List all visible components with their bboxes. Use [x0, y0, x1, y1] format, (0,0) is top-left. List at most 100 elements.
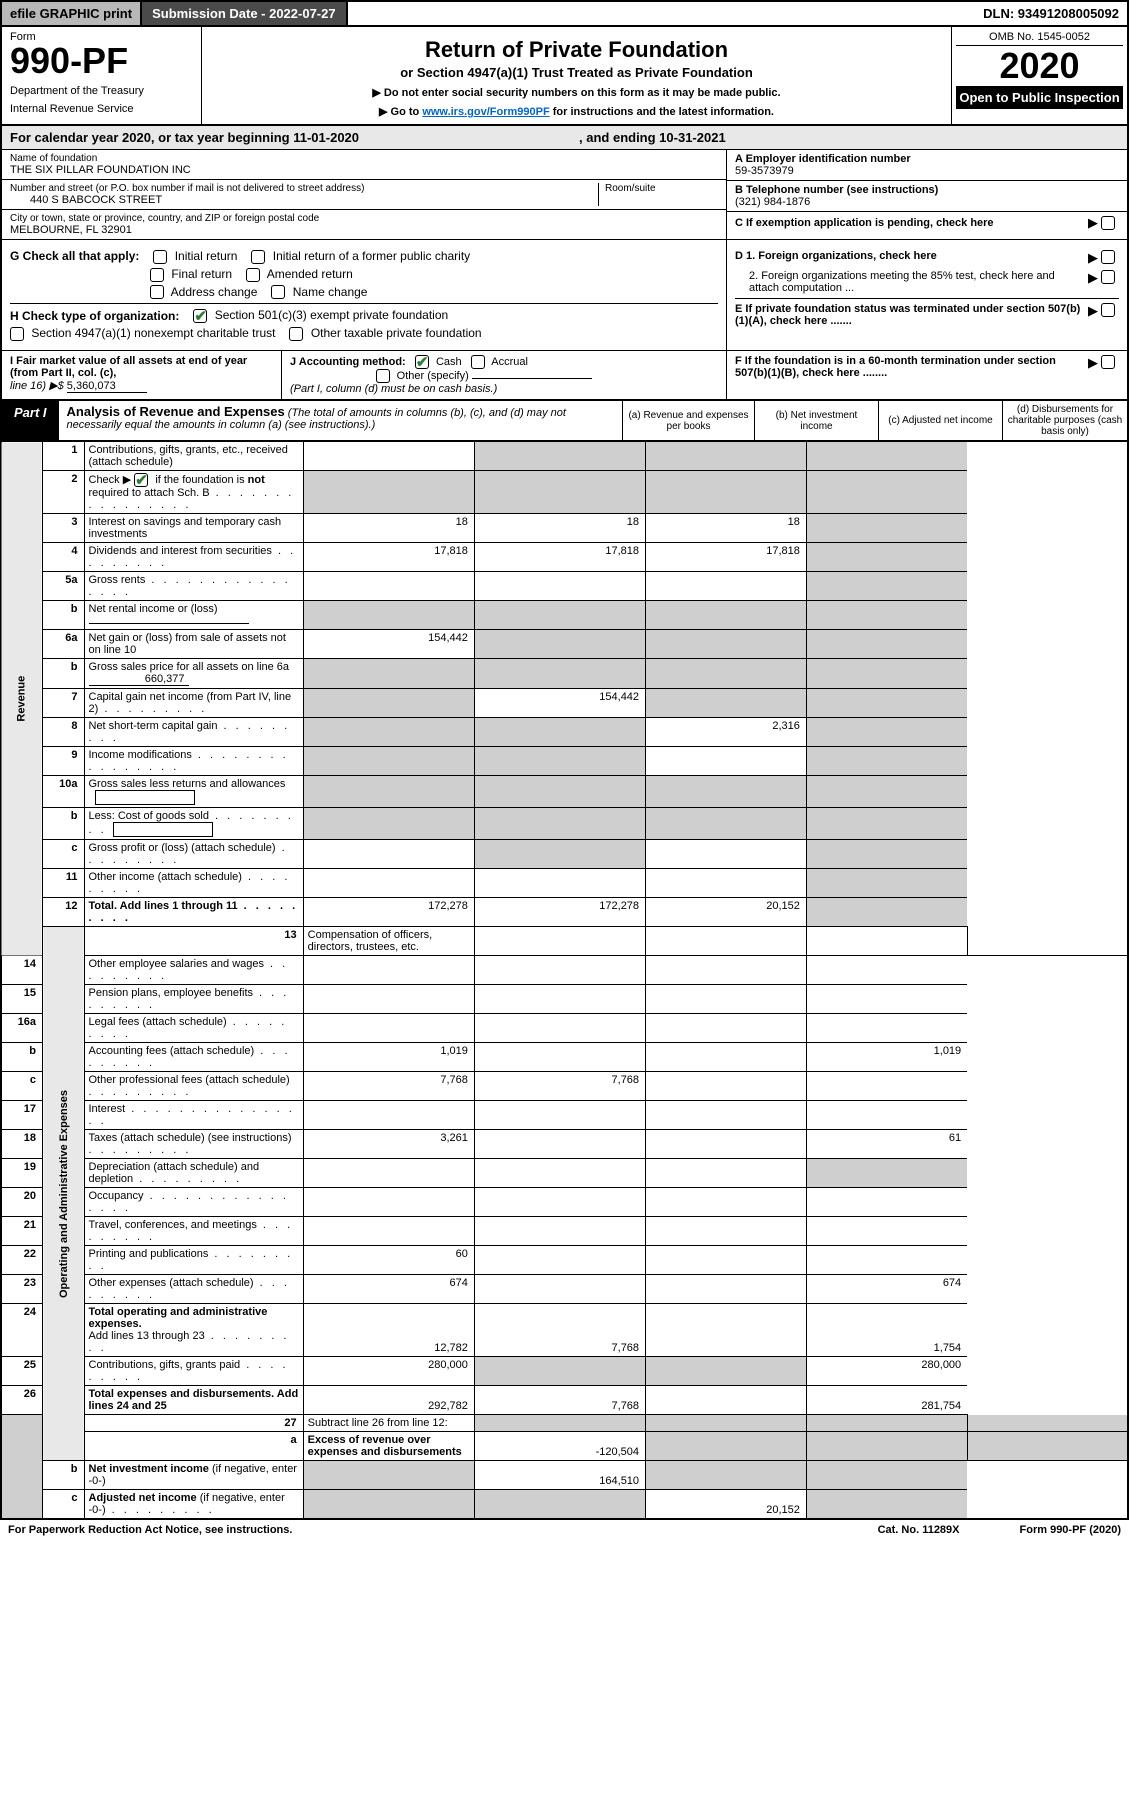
line-desc: Gross sales less returns and allowances [84, 776, 303, 808]
l5b-text: Net rental income or (loss) [89, 603, 218, 615]
line-num: b [43, 808, 85, 840]
val-d: 281,754 [806, 1386, 967, 1415]
l24b-text: Add lines 13 through 23 [89, 1330, 205, 1342]
line-8: 8 Net short-term capital gain 2,316 [1, 718, 1128, 747]
arrow-icon: ▶ [1088, 250, 1098, 266]
c-checkbox[interactable] [1101, 216, 1115, 230]
info-left: Name of foundation THE SIX PILLAR FOUNDA… [2, 150, 727, 239]
val-b [474, 1159, 645, 1188]
irs-link[interactable]: www.irs.gov/Form990PF [422, 106, 549, 118]
h-501c3-checkbox[interactable] [193, 309, 207, 323]
g-final-checkbox[interactable] [150, 268, 164, 282]
note-post: for instructions and the latest informat… [550, 106, 774, 118]
val-a [303, 869, 474, 898]
val-a: 154,442 [303, 630, 474, 659]
note-link-row: ▶ Go to www.irs.gov/Form990PF for instru… [212, 105, 941, 118]
j-accrual-checkbox[interactable] [471, 355, 485, 369]
val-d [806, 630, 967, 659]
expenses-side-label: Operating and Administrative Expenses [43, 927, 85, 1461]
val-d [806, 659, 967, 689]
val-a [303, 776, 474, 808]
l14-text: Other employee salaries and wages [89, 958, 264, 970]
f-label: F If the foundation is in a 60-month ter… [735, 355, 1085, 379]
val-d [806, 1461, 967, 1490]
j-other-checkbox[interactable] [376, 369, 390, 383]
h-row2: Section 4947(a)(1) nonexempt charitable … [10, 326, 718, 341]
val-d [806, 471, 967, 514]
g-name-checkbox[interactable] [271, 285, 285, 299]
d2-label: 2. Foreign organizations meeting the 85%… [735, 270, 1085, 294]
val-b [474, 442, 645, 471]
line-7: 7 Capital gain net income (from Part IV,… [1, 689, 1128, 718]
val-b [474, 1246, 645, 1275]
line-desc: Net gain or (loss) from sale of assets n… [84, 630, 303, 659]
val-c [646, 1014, 807, 1043]
line-16b: b Accounting fees (attach schedule) 1,01… [1, 1043, 1128, 1072]
c-label: C If exemption application is pending, c… [735, 217, 1085, 229]
g-initial-checkbox[interactable] [153, 250, 167, 264]
dept-treasury: Department of the Treasury [10, 85, 193, 97]
form-subtitle: or Section 4947(a)(1) Trust Treated as P… [212, 65, 941, 80]
l23-text: Other expenses (attach schedule) [89, 1277, 254, 1289]
efile-label[interactable]: efile GRAPHIC print [2, 2, 142, 25]
line-desc: Less: Cost of goods sold [84, 808, 303, 840]
line-num: b [43, 1461, 85, 1490]
g-address-label: Address change [171, 285, 258, 299]
line-num: 23 [1, 1275, 43, 1304]
line-4: 4 Dividends and interest from securities… [1, 543, 1128, 572]
city-value: MELBOURNE, FL 32901 [10, 224, 718, 236]
l2-checkbox[interactable] [134, 473, 148, 487]
line-desc: Capital gain net income (from Part IV, l… [84, 689, 303, 718]
line-desc: Net investment income (if negative, ente… [84, 1461, 303, 1490]
l10b-text: Less: Cost of goods sold [89, 810, 209, 822]
part-1-title: Analysis of Revenue and Expenses (The to… [59, 401, 623, 440]
calendar-year-row: For calendar year 2020, or tax year begi… [0, 126, 1129, 150]
j-cash-checkbox[interactable] [415, 355, 429, 369]
val-d [806, 898, 967, 927]
e-checkbox[interactable] [1101, 303, 1115, 317]
line-num: 19 [1, 1159, 43, 1188]
h-4947-checkbox[interactable] [10, 327, 24, 341]
page-footer: For Paperwork Reduction Act Notice, see … [0, 1520, 1129, 1540]
line-desc: Total expenses and disbursements. Add li… [84, 1386, 303, 1415]
val-a: 18 [303, 514, 474, 543]
d1-label: D 1. Foreign organizations, check here [735, 250, 1085, 262]
val-c [646, 808, 807, 840]
val-d [806, 985, 967, 1014]
line-25: 25 Contributions, gifts, grants paid 280… [1, 1357, 1128, 1386]
line-num: c [43, 1490, 85, 1520]
val-b [474, 659, 645, 689]
g-amended-checkbox[interactable] [246, 268, 260, 282]
line-27: 27 Subtract line 26 from line 12: [1, 1415, 1128, 1432]
g-initial-former-checkbox[interactable] [251, 250, 265, 264]
line-num: 7 [43, 689, 85, 718]
phone-value: (321) 984-1876 [735, 196, 1119, 208]
val-c [646, 630, 807, 659]
val-d [806, 840, 967, 869]
val-d [806, 689, 967, 718]
line-num: 5a [43, 572, 85, 601]
check-right: D 1. Foreign organizations, check here ▶… [727, 240, 1127, 350]
line-27c: c Adjusted net income (if negative, ente… [1, 1490, 1128, 1520]
val-a [303, 747, 474, 776]
line-22: 22 Printing and publications 60 [1, 1246, 1128, 1275]
top-bar: efile GRAPHIC print Submission Date - 20… [0, 0, 1129, 27]
line-num: 9 [43, 747, 85, 776]
h-other-checkbox[interactable] [289, 327, 303, 341]
d1-checkbox[interactable] [1101, 250, 1115, 264]
line-5b: b Net rental income or (loss) [1, 601, 1128, 630]
d2-checkbox[interactable] [1101, 270, 1115, 284]
line-num: 15 [1, 985, 43, 1014]
val-a [303, 1101, 474, 1130]
h-label: H Check type of organization: [10, 309, 179, 323]
g-name-label: Name change [293, 285, 368, 299]
line-desc: Accounting fees (attach schedule) [84, 1043, 303, 1072]
g-address-checkbox[interactable] [150, 285, 164, 299]
val-b: 7,768 [474, 1386, 645, 1415]
line-18: 18 Taxes (attach schedule) (see instruct… [1, 1130, 1128, 1159]
line-desc: Legal fees (attach schedule) [84, 1014, 303, 1043]
val-d [806, 747, 967, 776]
line-desc: Other professional fees (attach schedule… [84, 1072, 303, 1101]
f-checkbox[interactable] [1101, 355, 1115, 369]
val-a [303, 442, 474, 471]
